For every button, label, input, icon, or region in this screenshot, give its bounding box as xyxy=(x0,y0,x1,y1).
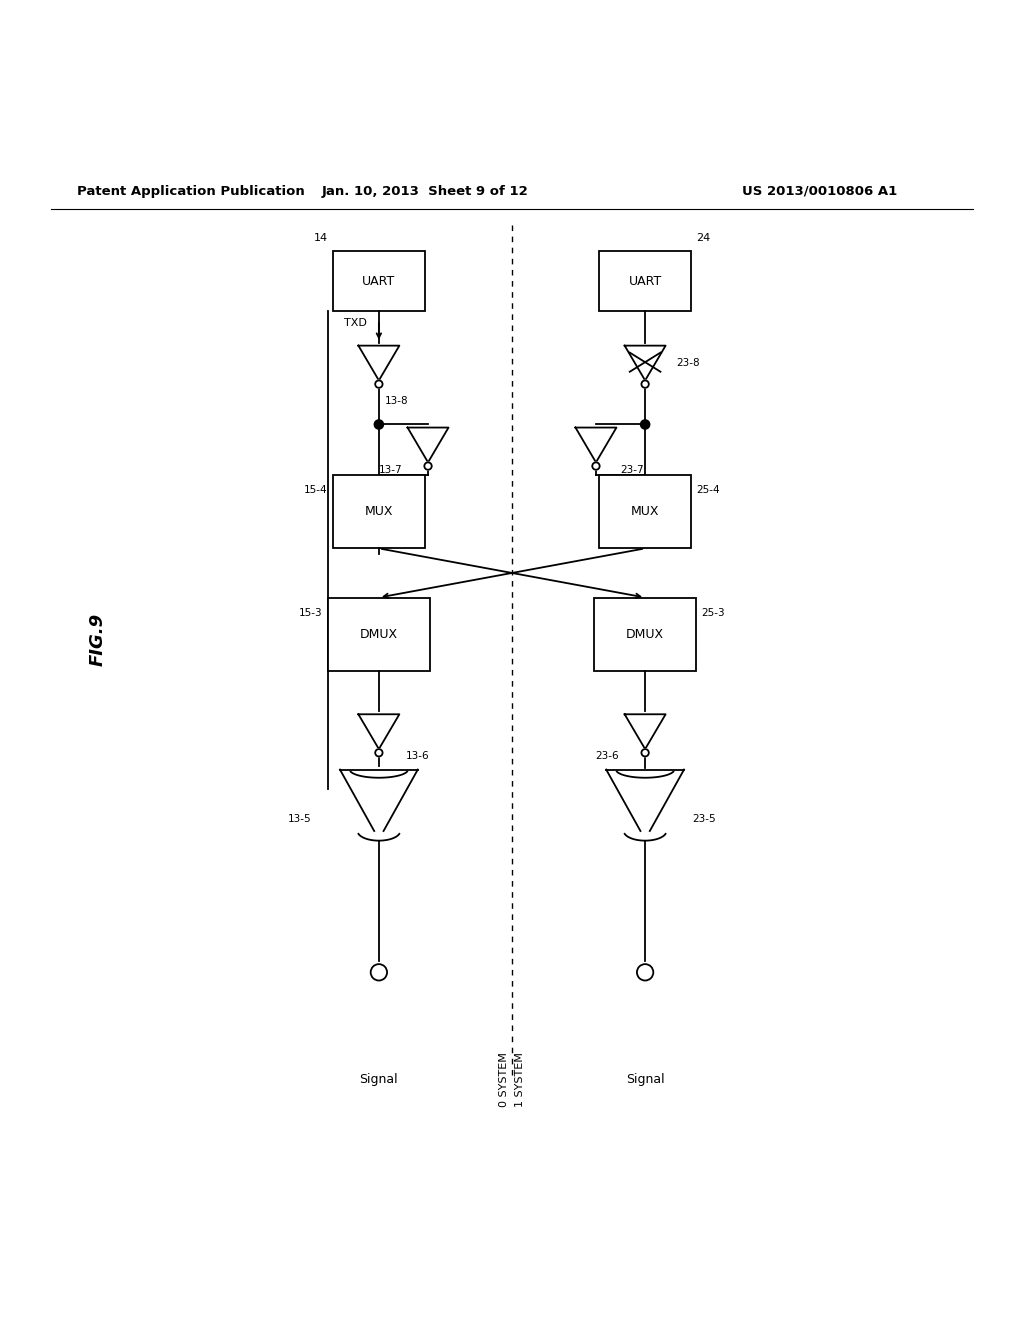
Text: 23-6: 23-6 xyxy=(595,751,618,762)
Text: 23-8: 23-8 xyxy=(676,358,699,368)
Circle shape xyxy=(424,462,432,470)
Text: 25-4: 25-4 xyxy=(696,484,720,495)
Bar xyxy=(599,475,691,548)
Text: 1 SYSTEM: 1 SYSTEM xyxy=(515,1052,525,1107)
Text: US 2013/0010806 A1: US 2013/0010806 A1 xyxy=(741,185,897,198)
Circle shape xyxy=(641,748,649,756)
Text: UART: UART xyxy=(362,275,395,288)
Text: Signal: Signal xyxy=(626,1073,665,1086)
Text: 0 SYSTEM: 0 SYSTEM xyxy=(499,1052,509,1107)
Text: 13-7: 13-7 xyxy=(379,466,402,475)
Circle shape xyxy=(375,380,383,388)
Circle shape xyxy=(374,420,383,429)
Text: 24: 24 xyxy=(696,234,711,243)
Circle shape xyxy=(375,748,383,756)
Text: Patent Application Publication: Patent Application Publication xyxy=(77,185,304,198)
Text: DMUX: DMUX xyxy=(359,628,398,642)
Text: Jan. 10, 2013  Sheet 9 of 12: Jan. 10, 2013 Sheet 9 of 12 xyxy=(322,185,528,198)
Circle shape xyxy=(371,964,387,981)
Text: 13-6: 13-6 xyxy=(406,751,429,762)
Text: MUX: MUX xyxy=(631,506,659,517)
Text: UART: UART xyxy=(629,275,662,288)
Circle shape xyxy=(641,380,649,388)
Text: FIG.9: FIG.9 xyxy=(88,612,106,667)
Circle shape xyxy=(637,964,653,981)
Circle shape xyxy=(641,420,649,429)
Text: Signal: Signal xyxy=(359,1073,398,1086)
Bar xyxy=(333,475,425,548)
Text: 14: 14 xyxy=(313,234,328,243)
Text: 15-3: 15-3 xyxy=(299,607,323,618)
Text: MUX: MUX xyxy=(365,506,393,517)
Text: 23-5: 23-5 xyxy=(692,813,716,824)
Text: 13-8: 13-8 xyxy=(385,396,409,407)
Text: TXD: TXD xyxy=(344,318,367,329)
Text: 25-3: 25-3 xyxy=(701,607,725,618)
Circle shape xyxy=(592,462,600,470)
Bar xyxy=(333,251,425,310)
Text: DMUX: DMUX xyxy=(626,628,665,642)
Text: 13-5: 13-5 xyxy=(288,813,311,824)
Bar xyxy=(599,251,691,310)
Bar xyxy=(328,598,430,672)
Text: 15-4: 15-4 xyxy=(304,484,328,495)
Text: 23-7: 23-7 xyxy=(621,466,644,475)
Bar xyxy=(594,598,696,672)
